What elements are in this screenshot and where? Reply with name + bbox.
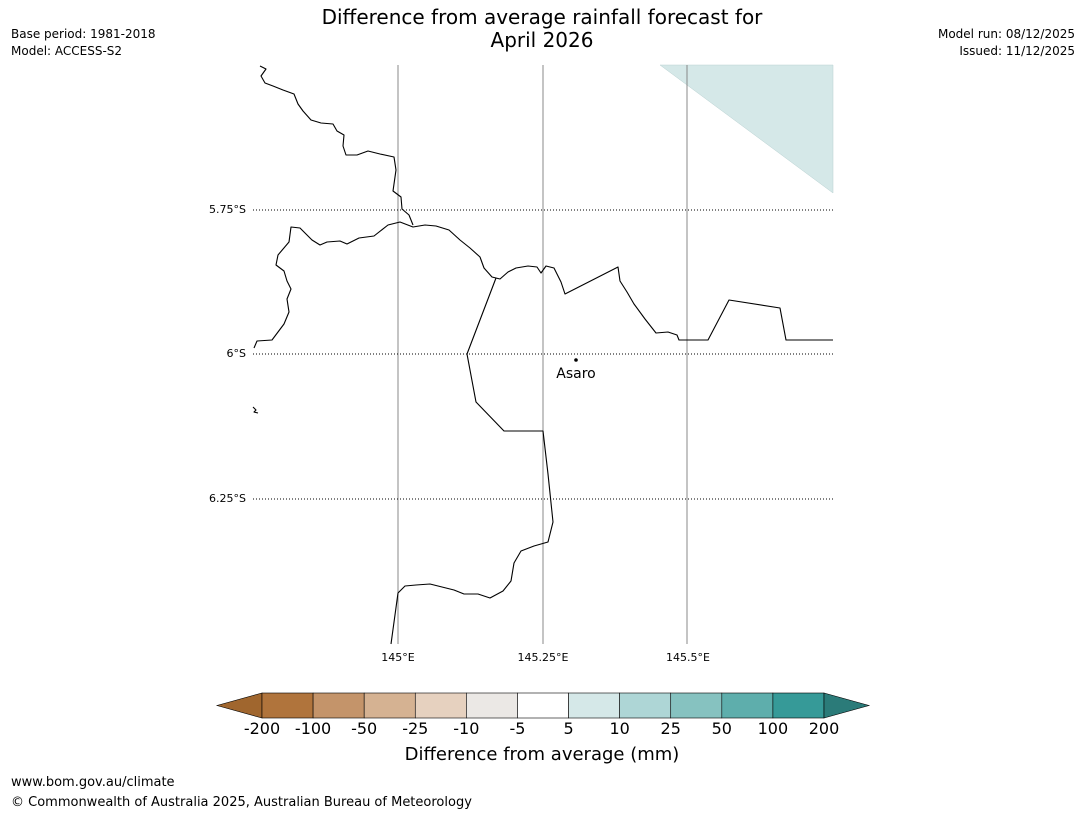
model-label: Model: ACCESS-S2 <box>11 44 123 58</box>
forecast-shading-5-to-10 <box>659 64 834 194</box>
base-period-label: Base period: 1981-2018 <box>11 27 156 41</box>
footer-copyright: © Commonwealth of Australia 2025, Austra… <box>11 795 472 810</box>
colorbar-tick-label: -10 <box>453 719 480 738</box>
colorbar-title: Difference from average (mm) <box>404 744 680 765</box>
map-title-line2: April 2026 <box>490 28 594 52</box>
model-run-label: Model run: 08/12/2025 <box>937 27 1075 41</box>
colorbar-tick-label: 10 <box>609 719 630 738</box>
boundary-central-ridge <box>253 221 833 349</box>
colorbar-bin <box>772 692 825 719</box>
map-title: Difference from average rainfall forecas… <box>242 6 842 52</box>
lon-label-145e: 145°E <box>381 651 414 664</box>
colorbar-bin <box>619 692 672 719</box>
colorbar-bin <box>670 692 723 719</box>
colorbar-bin <box>517 692 569 719</box>
lat-label-5-75s: 5.75°S <box>209 203 246 216</box>
colorbar-bin <box>466 692 518 719</box>
colorbar-extend-low <box>215 692 263 719</box>
colorbar-bin <box>568 692 620 719</box>
boundary-south <box>390 277 554 645</box>
colorbar-bin <box>414 692 467 719</box>
colorbar-tick-label: -5 <box>509 719 526 738</box>
colorbar-tick-label: 100 <box>757 719 789 738</box>
colorbar-tick-label: -200 <box>243 719 281 738</box>
colorbar-bin <box>261 692 314 719</box>
asaro-label: Asaro <box>556 366 595 382</box>
lon-label-145-25e: 145.25°E <box>518 651 569 664</box>
issued-label: Issued: 11/12/2025 <box>959 44 1075 58</box>
colorbar-bin <box>363 692 416 719</box>
map-title-line1: Difference from average rainfall forecas… <box>321 5 763 29</box>
colorbar-tick-label: 5 <box>563 719 574 738</box>
colorbar-extend-high <box>823 692 871 719</box>
colorbar-tick-label: 25 <box>660 719 681 738</box>
colorbar-tick-label: -100 <box>294 719 332 738</box>
colorbar-tick-label: -50 <box>351 719 378 738</box>
footer-url[interactable]: www.bom.gov.au/climate <box>11 775 175 790</box>
lat-label-6-25s: 6.25°S <box>209 492 246 505</box>
lon-label-145-5e: 145.5°E <box>666 651 710 664</box>
boundary-north-west <box>259 65 414 226</box>
colorbar-tick-label: 200 <box>808 719 840 738</box>
lat-label-6s: 6°S <box>227 347 246 360</box>
rainfall-map: Asaro 5.75°S 6°S 6.25°S 145°E 145.25°E 1… <box>209 64 834 664</box>
colorbar-tick-label: -25 <box>402 719 429 738</box>
colorbar <box>215 692 871 719</box>
coast-fragment <box>252 406 259 414</box>
asaro-marker <box>574 358 578 362</box>
colorbar-bin <box>312 692 365 719</box>
colorbar-bin <box>721 692 774 719</box>
colorbar-tick-label: 50 <box>711 719 732 738</box>
